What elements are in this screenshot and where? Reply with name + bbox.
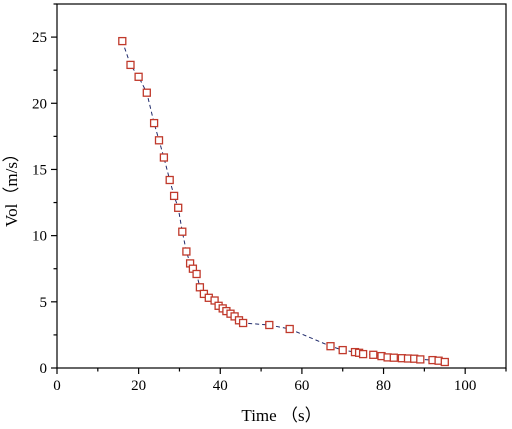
data-point	[118, 36, 127, 46]
data-point	[178, 227, 187, 236]
x-tick-label: 40	[213, 378, 228, 394]
series-line	[121, 40, 445, 363]
x-tick-label: 80	[376, 378, 391, 394]
data-point	[169, 191, 179, 201]
ticks: 0 20 40 60 80 100 0 5 10 15 20 25	[32, 3, 507, 394]
x-tick-label: 100	[454, 378, 477, 394]
series-layer	[118, 36, 449, 367]
data-point	[338, 345, 347, 355]
data-point	[126, 60, 135, 70]
y-tick-label: 20	[32, 96, 47, 112]
data-point	[159, 153, 169, 162]
x-axis-title: Time （s）	[241, 406, 321, 425]
data-point	[134, 72, 143, 81]
data-point	[416, 355, 425, 364]
data-point	[174, 203, 183, 212]
data-point	[238, 318, 248, 328]
data-point	[165, 175, 174, 185]
y-tick-label: 0	[40, 361, 48, 377]
data-point	[265, 320, 274, 330]
data-point	[154, 136, 164, 145]
data-point	[182, 247, 191, 256]
y-axis-title: Vol（m/s）	[2, 145, 21, 227]
y-tick-label: 15	[32, 162, 47, 178]
data-point	[285, 324, 294, 334]
y-tick-label: 25	[32, 30, 47, 46]
data-point	[326, 342, 335, 351]
data-point	[440, 357, 449, 367]
data-point	[369, 350, 378, 359]
x-tick-label: 60	[294, 378, 309, 394]
data-point	[389, 353, 398, 362]
axes	[56, 3, 507, 369]
data-point	[192, 269, 201, 279]
data-point	[358, 349, 368, 359]
x-tick-label: 20	[131, 378, 146, 394]
y-tick-label: 10	[32, 229, 47, 245]
y-tick-label: 5	[40, 295, 48, 311]
plot-frame	[56, 3, 507, 369]
data-point	[142, 88, 151, 97]
x-tick-label: 0	[53, 378, 61, 394]
data-point	[149, 118, 159, 128]
